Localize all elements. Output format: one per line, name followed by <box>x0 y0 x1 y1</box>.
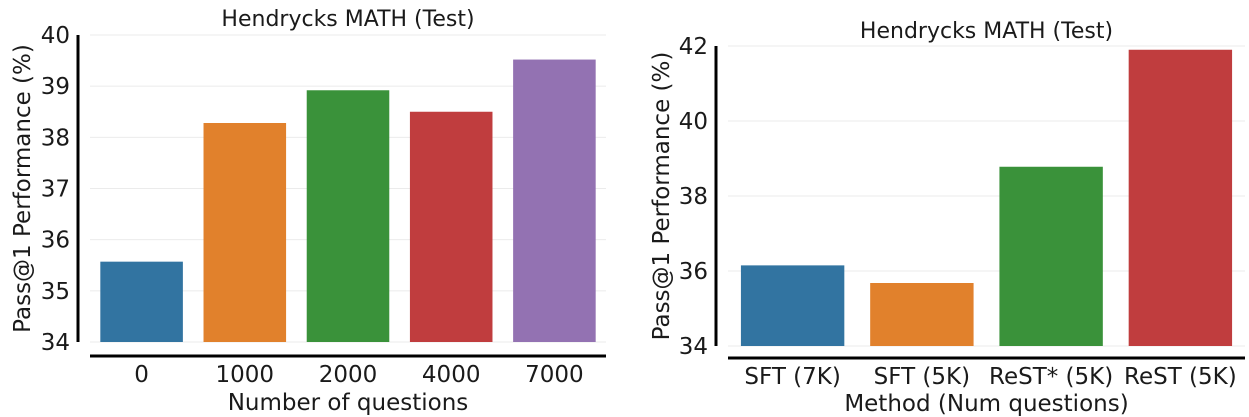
bar-rest-5k <box>1128 49 1233 346</box>
x-tick-label: 0 <box>134 362 149 388</box>
x-axis-label: Method (Num questions) <box>844 391 1128 417</box>
y-tick-label: 34 <box>41 330 70 356</box>
y-tick-label: 37 <box>41 177 70 203</box>
x-tick-label: 2000 <box>319 362 378 388</box>
x-tick-label: 4000 <box>422 362 481 388</box>
y-tick-label: 40 <box>679 109 708 135</box>
y-tick-label: 42 <box>679 34 708 60</box>
y-axis-label: Pass@1 Performance (%) <box>10 44 36 333</box>
y-tick-label: 39 <box>41 74 70 100</box>
chart-2: 34 36 38 40 42 SFT (7K) SFT (5K) ReST* (5K) ReST… <box>649 19 1245 417</box>
x-tick-label: 7000 <box>525 362 584 388</box>
bar-sft-7k <box>740 265 845 346</box>
chart-1: 34 35 36 37 38 39 40 0 1000 2000 4000 7000 Hendrycks… <box>10 7 606 416</box>
x-axis-label: Number of questions <box>228 390 469 416</box>
bar-0 <box>100 261 183 342</box>
y-axis-label: Pass@1 Performance (%) <box>649 52 675 341</box>
chart-title: Hendrycks MATH (Test) <box>221 7 474 32</box>
chart-title: Hendrycks MATH (Test) <box>860 19 1113 44</box>
x-tick-label: ReST (5K) <box>1124 364 1237 390</box>
x-tick-label: SFT (5K) <box>874 364 970 390</box>
bar-1000 <box>203 123 287 342</box>
y-tick-label: 38 <box>41 125 70 151</box>
bar-4000 <box>409 111 493 342</box>
bar-2000 <box>306 90 390 342</box>
bar-7000 <box>513 59 596 343</box>
y-tick-label: 40 <box>41 23 70 49</box>
y-tick-label: 34 <box>679 334 708 360</box>
x-tick-label: ReST* (5K) <box>989 364 1113 390</box>
x-tick-label: 1000 <box>216 362 275 388</box>
y-tick-label: 35 <box>41 279 70 305</box>
bar-sft-5k <box>870 283 974 346</box>
y-tick-label: 36 <box>679 259 708 285</box>
x-tick-label: SFT (7K) <box>744 364 840 390</box>
y-tick-label: 38 <box>679 184 708 210</box>
y-tick-label: 36 <box>41 228 70 254</box>
bar-rest-5k <box>999 166 1103 346</box>
